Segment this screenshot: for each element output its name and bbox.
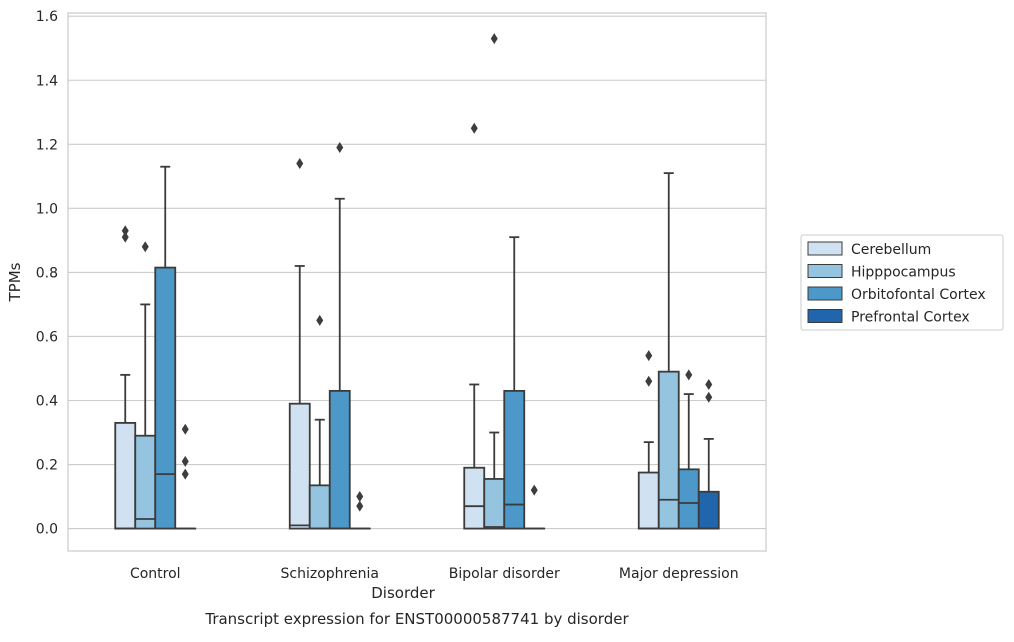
x-tick-label: Bipolar disorder [449,566,560,582]
box [659,372,679,529]
legend-swatch [808,310,842,323]
box [290,404,310,529]
y-tick-label: 0.2 [36,458,58,474]
box [699,492,719,529]
y-tick-label: 0.6 [36,329,58,345]
box [330,391,350,529]
box [115,423,135,529]
y-tick-label: 0.8 [36,265,58,281]
y-tick-label: 0.0 [36,522,58,538]
legend-label: Orbitofontal Cortex [851,287,986,303]
y-tick-labels: 0.0 0.2 0.4 0.6 0.8 1.0 1.2 1.4 1.6 [36,9,58,537]
y-tick-label: 1.2 [36,137,58,153]
legend-swatch [808,265,842,278]
x-tick-label: Major depression [619,566,739,582]
x-tick-label: Schizophrenia [281,566,379,582]
y-tick-label: 1.4 [36,73,58,89]
legend-swatch [808,287,842,300]
y-tick-label: 1.0 [36,201,58,217]
legend-swatch [808,242,842,255]
legend-label: Prefrontal Cortex [851,310,970,326]
x-axis-label: Disorder [371,584,435,602]
box [464,468,484,529]
box [484,479,504,529]
box [135,436,155,529]
y-tick-label: 1.6 [36,9,58,25]
y-axis-label: TPMs [6,262,24,302]
y-tick-label: 0.4 [36,393,58,409]
box [504,391,524,529]
box [639,473,659,529]
chart-caption: Transcript expression for ENST0000058774… [204,610,629,628]
box [310,485,330,528]
box [155,268,175,529]
legend-label: Cerebellum [851,242,931,258]
legend: Cerebellum Hipppocampus Orbitofontal Corte… [801,235,1003,330]
legend-label: Hipppocampus [851,265,956,281]
x-tick-label: Control [130,566,181,582]
box [679,469,699,528]
